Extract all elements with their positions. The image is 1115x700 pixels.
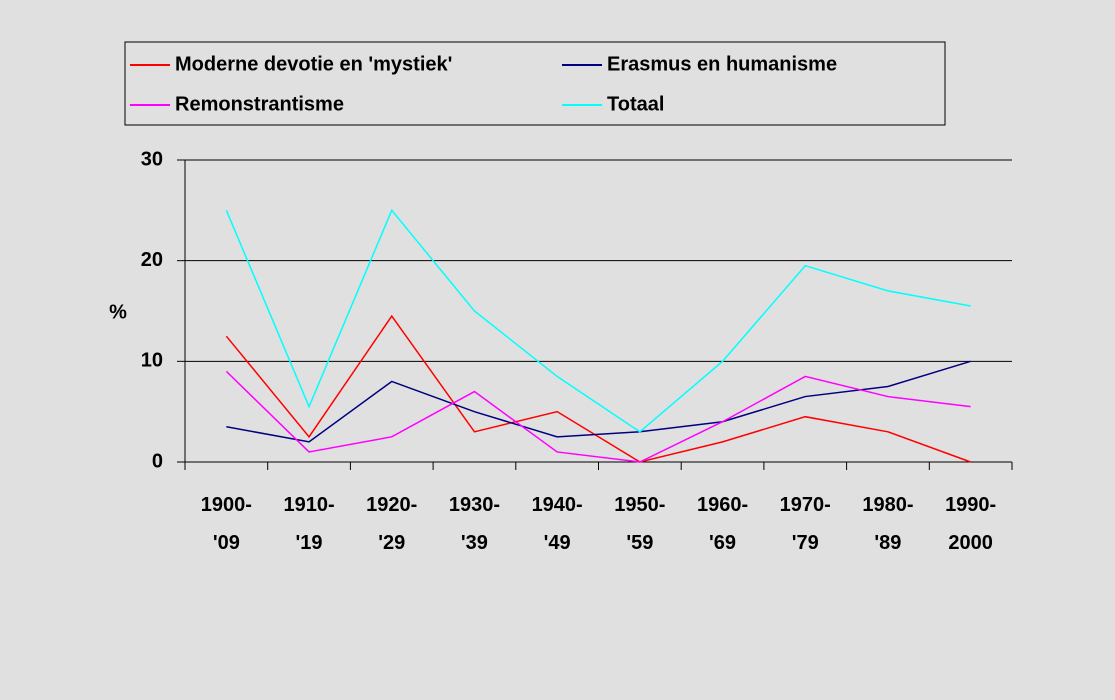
x-tick-label: 1940- '49 [531,494,583,554]
series-line [226,360,971,443]
legend-label: Erasmus en humanisme [607,53,837,75]
x-tick-label: 1920- '29 [366,494,418,554]
legend-box [124,41,946,126]
x-tick-label: 1930- '39 [448,494,501,554]
legend-label: Moderne devotie en 'mystiek' [175,53,452,75]
y-tick-label: 10 [141,350,163,372]
x-tick-label: 1910- '19 [283,494,335,554]
x-tick-label: 1950- '59 [614,494,666,554]
series-line [225,208,971,433]
x-tick-label: 1900- '09 [200,494,252,554]
series-line [225,314,971,463]
x-tick-label: 1980- '89 [862,494,914,554]
x-tick-label: 1960- '69 [696,494,749,554]
x-tick-label: 1970- '79 [779,494,831,554]
legend-label: Totaal [607,93,664,115]
y-tick-label: 30 [141,148,163,170]
y-tick-label: 20 [141,249,163,271]
x-tick-label: 1990- 2000 [945,494,997,554]
y-axis-label: % [109,301,127,323]
series-line [225,370,971,463]
y-tick-label: 0 [152,450,163,472]
legend-label: Remonstrantisme [175,93,344,115]
